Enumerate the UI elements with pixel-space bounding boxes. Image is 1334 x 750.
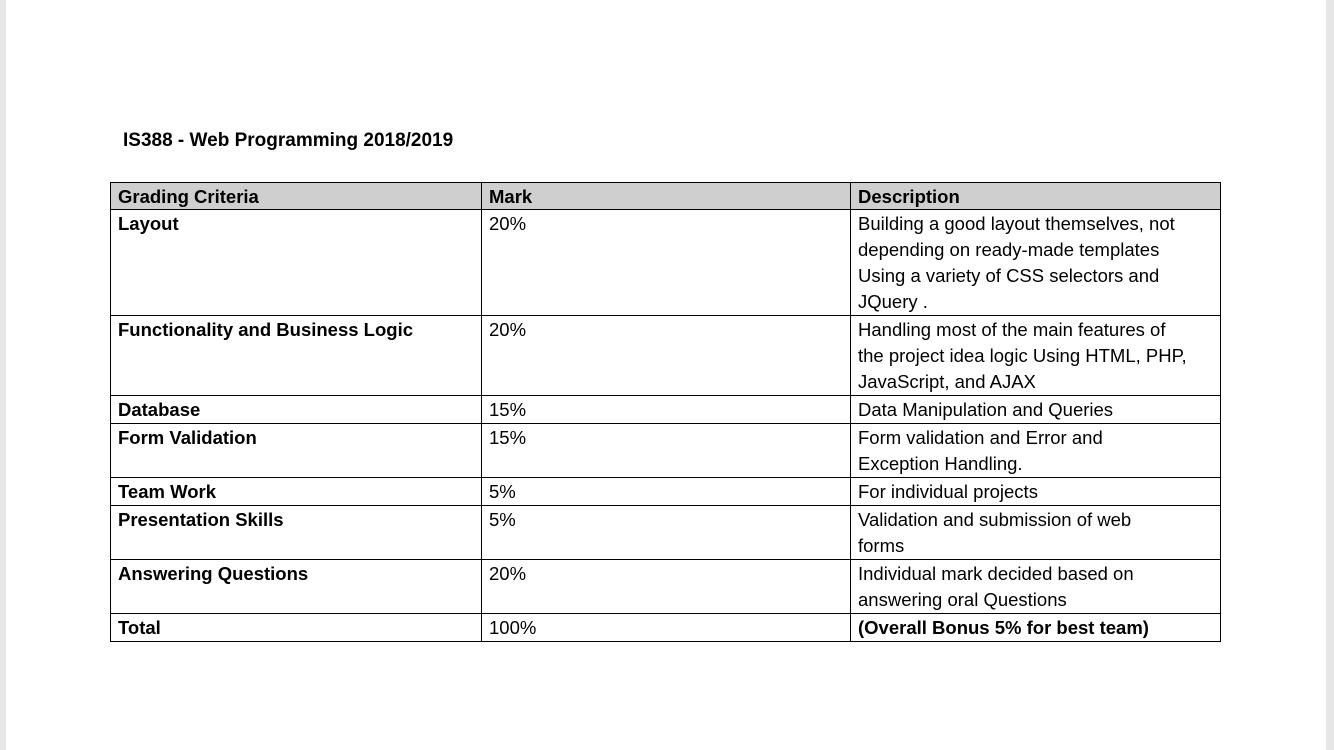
total-label-cell: Total (110, 613, 482, 642)
mark-cell: 15% (481, 395, 851, 424)
description-line: answering oral Questions (858, 589, 1067, 610)
mark-cell: 5% (481, 477, 851, 506)
header-description: Description (850, 182, 1221, 210)
description-cell: For individual projects (850, 477, 1221, 506)
description-cell: Validation and submission of web forms (850, 505, 1221, 560)
table-row: Team Work 5% For individual projects (110, 477, 1221, 506)
table-row: Functionality and Business Logic 20% Han… (110, 315, 1221, 396)
criteria-cell: Form Validation (110, 423, 482, 478)
criteria-cell: Answering Questions (110, 559, 482, 614)
description-line: For individual projects (858, 481, 1038, 502)
criteria-cell: Presentation Skills (110, 505, 482, 560)
bonus-note: (Overall Bonus 5% for best team) (858, 617, 1149, 638)
table-row-total: Total 100% (Overall Bonus 5% for best te… (110, 613, 1221, 642)
description-line: Validation and submission of web (858, 509, 1132, 530)
header-mark: Mark (481, 182, 851, 210)
description-cell: Building a good layout themselves, not d… (850, 209, 1221, 316)
mark-cell: 20% (481, 209, 851, 316)
description-line: Data Manipulation and Queries (858, 399, 1114, 420)
document-page: IS388 - Web Programming 2018/2019 Gradin… (6, 0, 1326, 750)
description-line: Handling most of the main features of (858, 319, 1166, 340)
description-line: JQuery . (858, 291, 928, 312)
table-row: Presentation Skills 5% Validation and su… (110, 505, 1221, 560)
description-line: depending on ready-made templates (858, 239, 1160, 260)
description-line: Building a good layout themselves, not (858, 213, 1175, 234)
description-cell: Individual mark decided based on answeri… (850, 559, 1221, 614)
mark-cell: 15% (481, 423, 851, 478)
header-grading-criteria: Grading Criteria (110, 182, 482, 210)
document-title: IS388 - Web Programming 2018/2019 (123, 130, 454, 151)
criteria-cell: Database (110, 395, 482, 424)
bonus-note-cell: (Overall Bonus 5% for best team) (850, 613, 1221, 642)
description-cell: Form validation and Error and Exception … (850, 423, 1221, 478)
table-row: Answering Questions 20% Individual mark … (110, 559, 1221, 614)
mark-cell: 20% (481, 315, 851, 396)
table-header-row: Grading Criteria Mark Description (110, 182, 1221, 210)
description-line: Exception Handling. (858, 453, 1023, 474)
description-line: Individual mark decided based on (858, 563, 1134, 584)
description-line: Form validation and Error and (858, 427, 1103, 448)
description-cell: Handling most of the main features of th… (850, 315, 1221, 396)
description-line: the project idea logic Using HTML, PHP, (858, 345, 1187, 366)
mark-cell: 5% (481, 505, 851, 560)
table-row: Database 15% Data Manipulation and Queri… (110, 395, 1221, 424)
criteria-cell: Layout (110, 209, 482, 316)
grading-table: Grading Criteria Mark Description Layout… (110, 182, 1221, 642)
mark-cell: 20% (481, 559, 851, 614)
description-line: Using a variety of CSS selectors and (858, 265, 1160, 286)
criteria-cell: Team Work (110, 477, 482, 506)
table-row: Layout 20% Building a good layout themse… (110, 209, 1221, 316)
description-cell: Data Manipulation and Queries (850, 395, 1221, 424)
description-line: forms (858, 535, 905, 556)
total-mark-cell: 100% (481, 613, 851, 642)
table-row: Form Validation 15% Form validation and … (110, 423, 1221, 478)
description-line: JavaScript, and AJAX (858, 371, 1036, 392)
criteria-cell: Functionality and Business Logic (110, 315, 482, 396)
